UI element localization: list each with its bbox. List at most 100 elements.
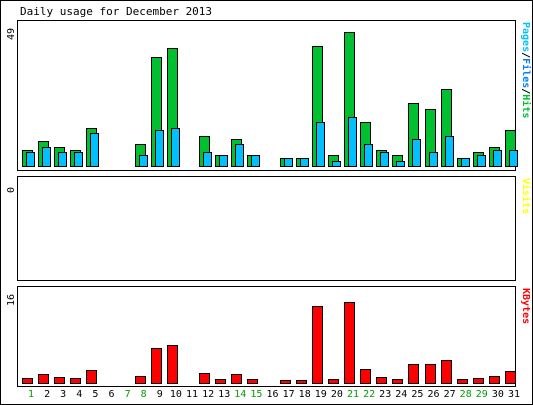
bar-files-day-28	[461, 158, 470, 167]
bar-files-day-12	[203, 152, 212, 167]
bar-files-day-29	[477, 155, 486, 167]
bar-kbytes-day-14	[231, 374, 242, 384]
day-label: 3	[60, 389, 66, 400]
bar-kbytes-day-21	[344, 302, 355, 384]
day-label: 16	[266, 389, 278, 400]
bar-kbytes-day-2	[38, 374, 49, 384]
bar-kbytes-day-26	[425, 364, 436, 384]
bar-kbytes-day-27	[441, 360, 452, 384]
bar-files-day-17	[284, 158, 293, 167]
legend-separator: /	[520, 88, 531, 94]
bar-kbytes-day-25	[408, 364, 419, 384]
bar-kbytes-day-1	[22, 378, 33, 384]
bar-files-day-21	[348, 117, 357, 167]
bar-kbytes-day-17	[280, 380, 291, 384]
y-max-label: 0	[6, 187, 17, 193]
legend: KBytes	[520, 288, 531, 324]
day-label: 10	[170, 389, 182, 400]
day-label: 11	[186, 389, 198, 400]
day-label: 8	[141, 389, 147, 400]
bar-files-day-1	[26, 152, 35, 167]
bar-kbytes-day-20	[328, 379, 339, 384]
legend: Pages/Files/Hits	[520, 22, 532, 118]
bar-kbytes-day-15	[247, 379, 258, 384]
bar-files-day-26	[429, 152, 438, 167]
bar-kbytes-day-18	[296, 380, 307, 384]
panel-hits-files-pages: 49 Pages/Files/Hits	[6, 20, 532, 171]
panel-kbytes: 16 KBytes	[6, 286, 531, 387]
day-label: 26	[427, 389, 439, 400]
day-label: 1	[28, 389, 34, 400]
legend-entry: Pages	[520, 22, 531, 52]
bar-files-day-3	[58, 152, 67, 167]
bar-kbytes-day-12	[199, 373, 210, 384]
day-label: 7	[125, 389, 131, 400]
y-max-label: 49	[6, 28, 17, 40]
y-max-label: 16	[6, 294, 17, 306]
day-label: 24	[395, 389, 407, 400]
day-label: 30	[492, 389, 504, 400]
day-label: 6	[108, 389, 114, 400]
bar-files-day-8	[139, 155, 148, 167]
legend-entry: KBytes	[520, 288, 531, 324]
day-label: 5	[92, 389, 98, 400]
bar-files-day-4	[74, 152, 83, 167]
day-label: 21	[347, 389, 359, 400]
bar-kbytes-day-31	[505, 371, 516, 384]
bar-kbytes-day-8	[135, 376, 146, 384]
day-label: 12	[202, 389, 214, 400]
bar-files-day-19	[316, 122, 325, 167]
bar-files-day-14	[235, 144, 244, 167]
bar-files-day-18	[300, 158, 309, 167]
bar-kbytes-day-10	[167, 345, 178, 384]
bar-kbytes-day-9	[151, 348, 162, 384]
chart-title: Daily usage for December 2013	[20, 5, 212, 18]
bar-kbytes-day-13	[215, 379, 226, 384]
bar-files-day-27	[445, 136, 454, 167]
bar-files-day-9	[155, 130, 164, 167]
legend-separator: /	[520, 52, 531, 58]
day-label: 9	[157, 389, 163, 400]
bar-files-day-15	[251, 155, 260, 167]
day-label: 17	[283, 389, 295, 400]
bar-kbytes-day-24	[392, 379, 403, 384]
day-label: 23	[379, 389, 391, 400]
day-label: 15	[250, 389, 262, 400]
bar-files-day-30	[493, 150, 502, 167]
day-label: 29	[476, 389, 488, 400]
day-label: 13	[218, 389, 230, 400]
bar-files-day-25	[412, 139, 421, 167]
bar-files-day-5	[90, 133, 99, 167]
panel-visits: 0 Visits	[6, 176, 532, 281]
legend-entry: Visits	[520, 178, 532, 214]
bar-kbytes-day-23	[376, 377, 387, 384]
day-label: 20	[331, 389, 343, 400]
bar-kbytes-day-3	[54, 377, 65, 384]
bar-kbytes-day-28	[457, 379, 468, 384]
bar-files-day-24	[396, 161, 405, 167]
legend: Visits	[520, 178, 532, 214]
bar-kbytes-day-22	[360, 369, 371, 384]
bar-kbytes-day-30	[489, 376, 500, 384]
legend-entry: Files	[520, 58, 532, 88]
bar-files-day-13	[219, 155, 228, 167]
day-label: 14	[234, 389, 246, 400]
day-label: 31	[508, 389, 520, 400]
legend-entry: Hits	[520, 94, 532, 118]
day-label: 22	[363, 389, 375, 400]
day-label: 2	[44, 389, 50, 400]
day-label: 25	[411, 389, 423, 400]
bar-files-day-2	[42, 147, 51, 167]
day-label: 28	[460, 389, 472, 400]
bar-files-day-10	[171, 128, 180, 167]
bar-kbytes-day-4	[70, 378, 81, 384]
day-label: 19	[315, 389, 327, 400]
bar-kbytes-day-29	[473, 378, 484, 384]
day-label: 18	[299, 389, 311, 400]
bar-kbytes-day-5	[86, 370, 97, 384]
bar-files-day-20	[332, 161, 341, 167]
day-label: 27	[444, 389, 456, 400]
bar-files-day-31	[509, 150, 518, 167]
